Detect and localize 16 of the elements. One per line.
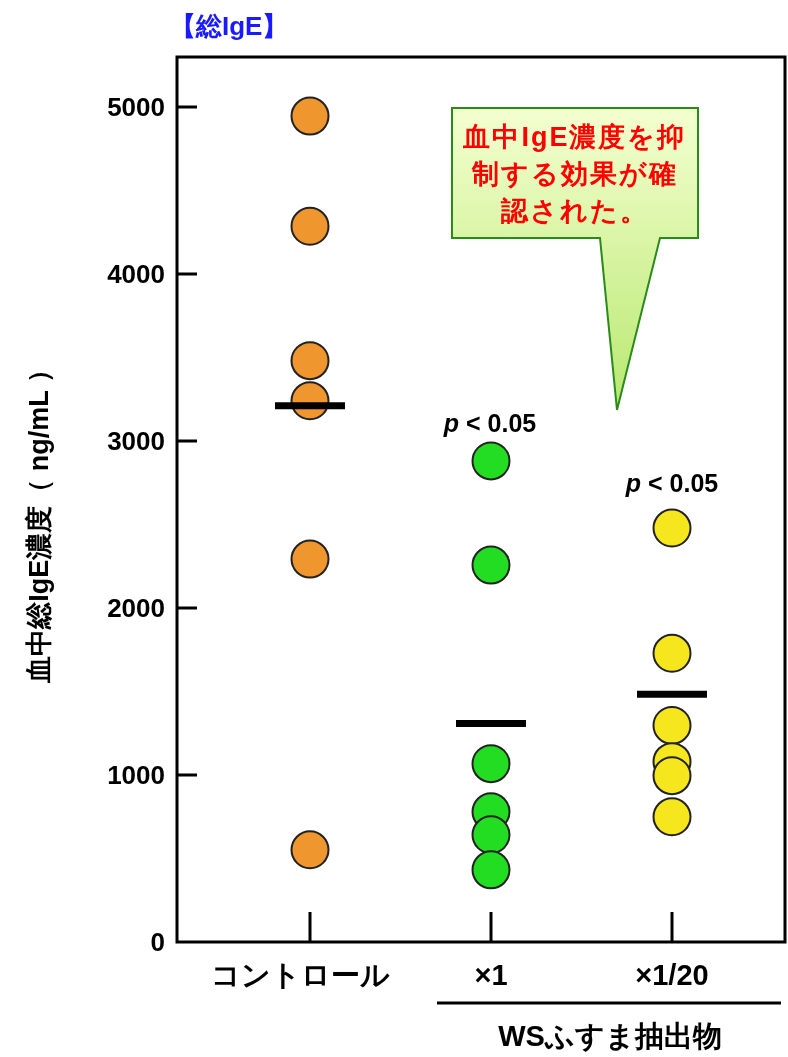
chart-title: 【総IgE】 — [170, 11, 289, 41]
y-tick-label: 1000 — [107, 760, 165, 791]
y-tick-label: 2000 — [107, 593, 165, 624]
annotation: p < 0.05 — [442, 409, 537, 437]
y-tick-label: 0 — [150, 927, 165, 957]
annotation: 血中IgE濃度を抑制する効果が確認された。 — [462, 122, 687, 226]
picture-callout: 血中IgE濃度を抑制する効果が確認された。 — [451, 107, 699, 411]
annotation: p < 0.05 — [624, 469, 719, 497]
y-tick-label: 5000 — [107, 92, 165, 123]
text: WSふすま抽出物 — [498, 1020, 722, 1052]
x-tick-label: ×1/20 — [635, 959, 709, 991]
x-tick-label: ×1 — [474, 959, 508, 991]
y-axis-title: 血中総IgE濃度（ ng/mL ） — [24, 356, 54, 684]
y-tick-label: 3000 — [107, 426, 165, 457]
x-tick-label: コントロール — [210, 959, 390, 991]
y-tick-label: 4000 — [107, 259, 165, 290]
